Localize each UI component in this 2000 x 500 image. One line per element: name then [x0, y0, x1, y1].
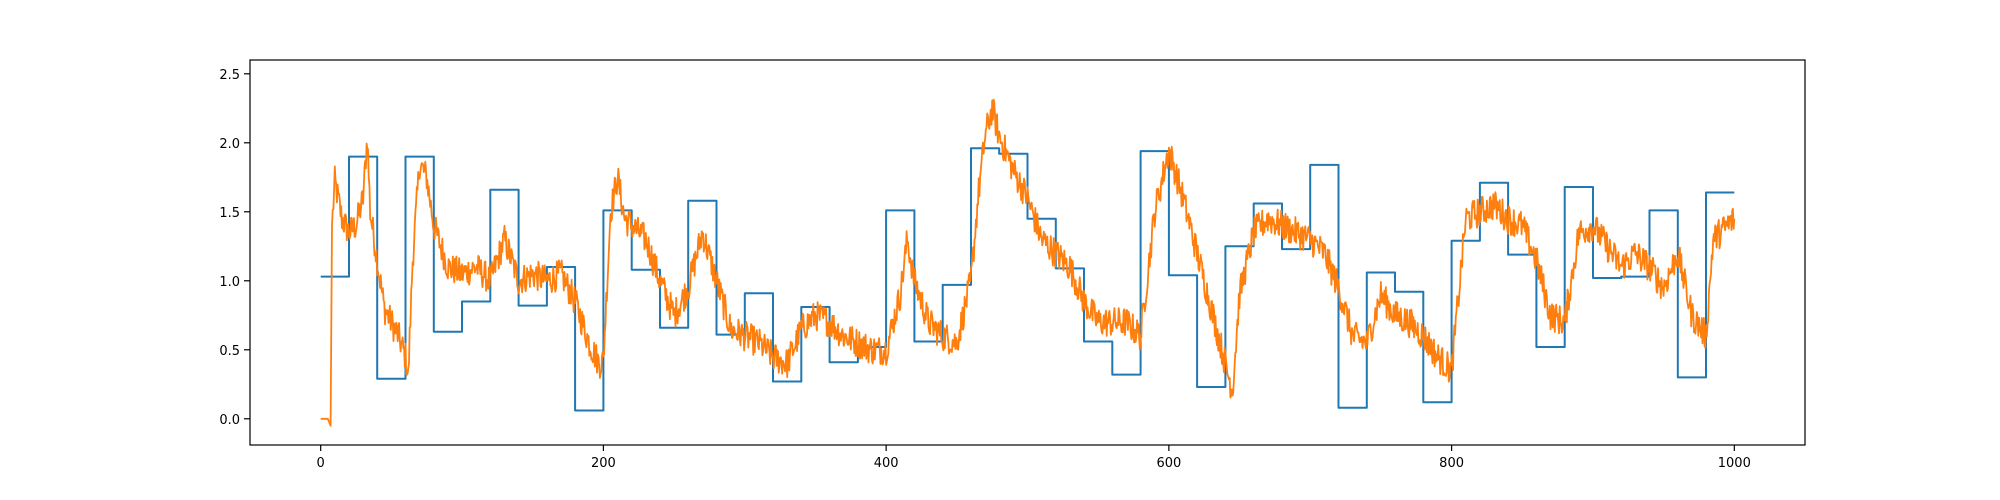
x-tick-label: 400	[874, 456, 899, 471]
y-tick-label: 0.5	[219, 344, 240, 359]
y-tick-label: 0.0	[219, 413, 240, 428]
x-tick-label: 0	[317, 456, 325, 471]
y-tick-label: 1.5	[219, 206, 240, 221]
y-tick-label: 2.5	[219, 68, 240, 83]
series-group	[320, 98, 1736, 427]
x-tick-label: 1000	[1718, 456, 1751, 471]
axes-frame	[249, 59, 1806, 446]
y-tick-label: 2.0	[219, 137, 240, 152]
y-tick-label: 1.0	[219, 275, 240, 290]
axes: 0 200 400 600 800 1000 0.0 0.5 1.0 1.5 2.0 2.5	[219, 59, 1806, 471]
x-tick-label: 200	[591, 456, 616, 471]
series-line-2	[320, 98, 1736, 427]
x-tick-label: 800	[1439, 456, 1464, 471]
x-tick-label: 600	[1156, 456, 1181, 471]
